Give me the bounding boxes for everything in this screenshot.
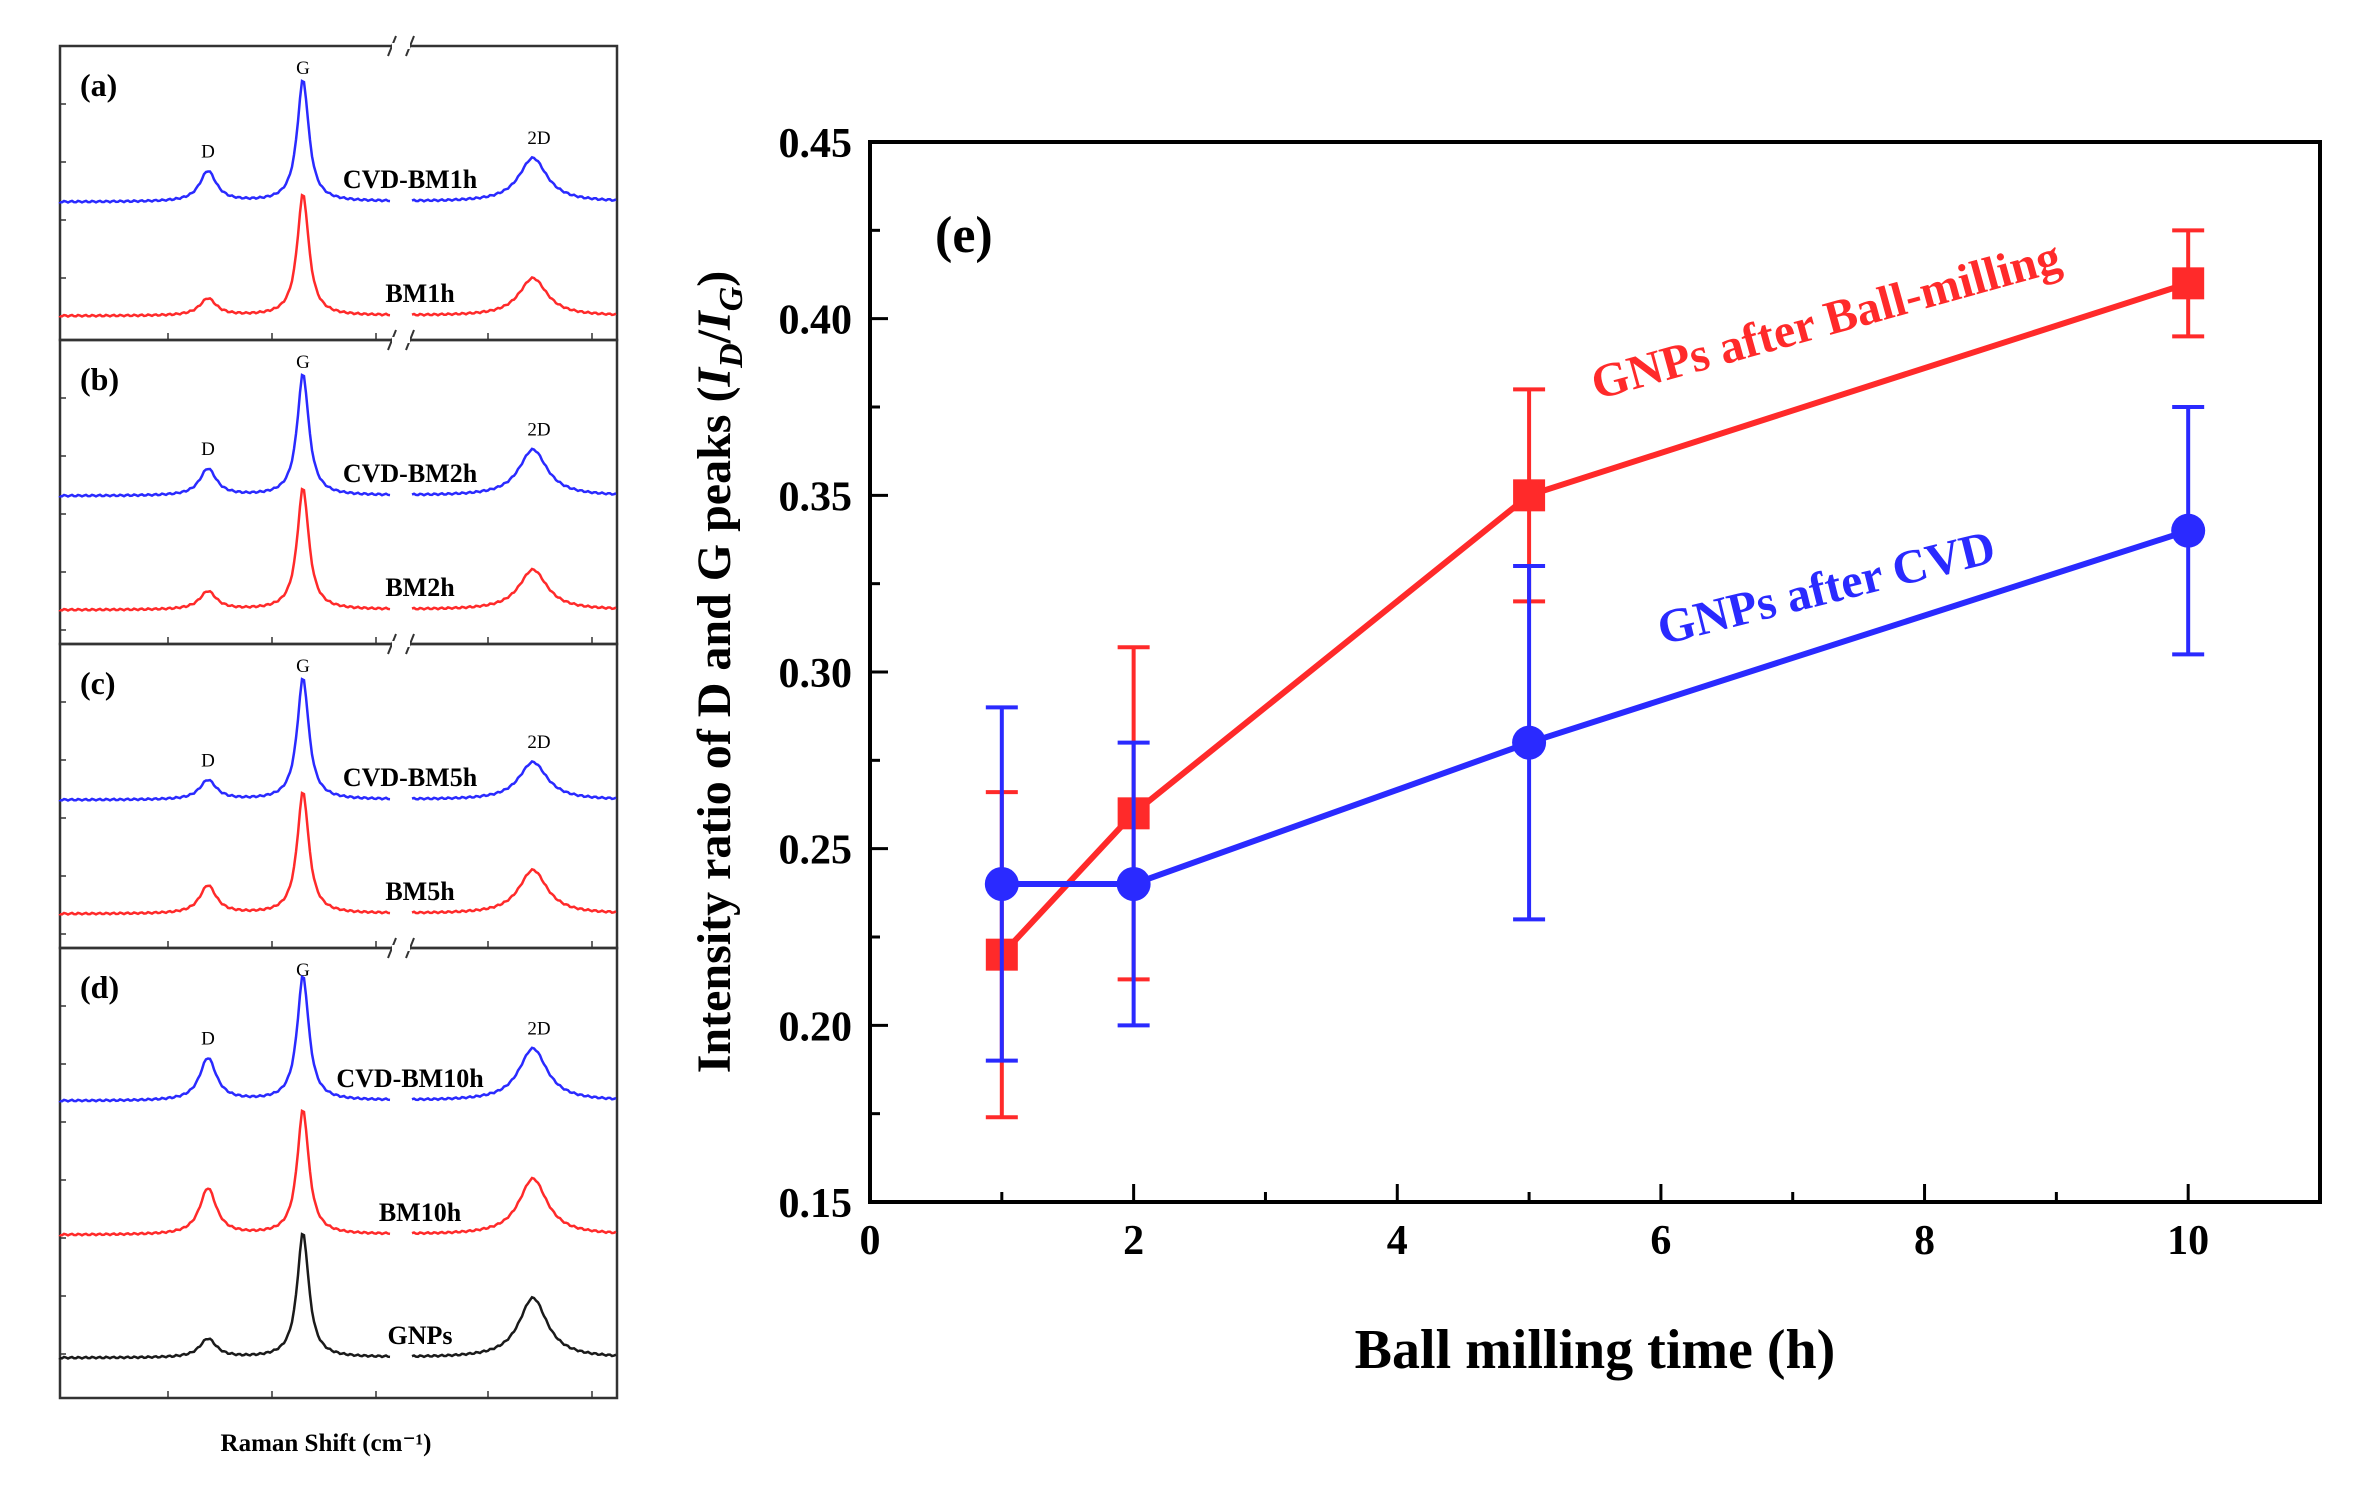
axis-break-gap <box>392 945 410 951</box>
y-tick-label: 0.15 <box>779 1181 853 1227</box>
spectrum-name-blue: CVD-BM2h <box>343 459 478 488</box>
data-point-circle <box>1512 725 1547 760</box>
y-axis-label-part: Intensity ratio of D and G peaks ( <box>688 387 741 1074</box>
x-tick-label: 4 <box>1387 1218 1408 1264</box>
raman-panel-label: (b) <box>80 361 119 397</box>
axis-break-gap <box>392 43 410 49</box>
spectrum-name-red: BM1h <box>385 279 455 308</box>
data-point-circle <box>1116 867 1151 901</box>
spectrum-line-black <box>58 1232 617 1360</box>
x-tick-label: 8 <box>1914 1218 1935 1264</box>
raman-panel-frame <box>58 946 619 1400</box>
peak-label-d: D <box>201 142 215 163</box>
y-tick-label: 0.25 <box>779 828 853 874</box>
y-axis-label: Intensity ratio of D and G peaks (ID/IG) <box>688 271 750 1074</box>
spectrum-name-red: BM5h <box>385 877 455 906</box>
spectrum-line-red <box>58 791 617 916</box>
data-point-circle <box>2171 513 2206 548</box>
x-tick-label: 0 <box>860 1218 881 1264</box>
y-axis-label-part: I <box>688 309 741 331</box>
data-point-square <box>2172 267 2205 300</box>
raman-panel: (c) G D 2D CVD-BM5h BM5h <box>58 633 619 950</box>
raman-panel-label: (a) <box>80 67 117 103</box>
raman-panel: (b) G D 2D CVD-BM2h BM2h <box>58 329 619 646</box>
series-cvd <box>984 405 2206 1063</box>
spectrum-name-blue: CVD-BM1h <box>343 165 478 194</box>
series-line <box>1001 527 2190 887</box>
x-tick-label: 6 <box>1650 1218 1671 1264</box>
y-axis-label-part: I <box>688 366 741 388</box>
data-point-circle <box>984 867 1019 901</box>
raman-xlabel: Raman Shift (cm⁻¹) <box>221 1430 432 1457</box>
y-tick-label: 0.35 <box>779 474 853 520</box>
data-point-square <box>1513 479 1546 512</box>
raman-panels: (a) G D 2D CVD-BM1h BM1h (b) G D 2D CVD-BM2h BM2h (c… <box>58 35 619 1400</box>
x-tick-label: 10 <box>2167 1218 2209 1264</box>
raman-panel: (d) G D 2D CVD-BM10h BM10h GNPs <box>58 937 619 1400</box>
y-tick-label: 0.20 <box>779 1004 853 1050</box>
y-axis-label-part: G <box>713 286 750 311</box>
series-annotation-cvd: GNPs after CVD <box>1652 520 2000 655</box>
spectrum-line-blue <box>58 974 617 1103</box>
peak-label-2d: 2D <box>527 128 550 149</box>
raman-panel: (a) G D 2D CVD-BM1h BM1h <box>58 35 619 342</box>
spectrum-line-red <box>58 193 617 319</box>
peak-label-g: G <box>296 352 310 373</box>
spectrum-name-red: BM2h <box>385 573 455 602</box>
y-tick-label: 0.45 <box>779 121 853 167</box>
peak-label-2d: 2D <box>527 732 550 753</box>
id-ig-chart: 0 2 4 6 8 10 0.15 0.20 0.25 0.30 0.35 0.40 0.45 Ball … <box>688 121 2322 1381</box>
plot-frame <box>868 140 2322 1204</box>
raman-panel-frame <box>58 44 619 342</box>
spectrum-line-blue <box>58 373 617 498</box>
peak-label-2d: 2D <box>527 1019 550 1040</box>
x-tick-label: 2 <box>1123 1218 1144 1264</box>
peak-label-d: D <box>201 1029 215 1050</box>
peak-label-g: G <box>296 58 310 79</box>
x-axis-label: Ball milling time (h) <box>1355 1319 1836 1381</box>
y-axis-label-part: D <box>713 343 750 369</box>
axis-break-gap <box>392 641 410 647</box>
spectrum-line-red <box>58 487 617 612</box>
spectrum-line-blue <box>58 79 617 204</box>
spectrum-name-black: GNPs <box>388 1321 453 1350</box>
peak-label-d: D <box>201 439 215 460</box>
peak-label-g: G <box>296 656 310 677</box>
raman-panel-label: (d) <box>80 969 119 1005</box>
y-tick-label: 0.30 <box>779 651 853 697</box>
spectrum-name-blue: CVD-BM5h <box>343 763 478 792</box>
peak-label-d: D <box>201 750 215 771</box>
raman-panel-label: (c) <box>80 665 116 701</box>
peak-label-2d: 2D <box>527 420 550 441</box>
spectrum-name-blue: CVD-BM10h <box>336 1064 484 1093</box>
spectrum-line-blue <box>58 677 617 802</box>
y-tick-label: 0.40 <box>779 298 853 344</box>
y-axis-label-part: ) <box>688 271 741 287</box>
peak-label-g: G <box>296 960 310 981</box>
y-axis-label-part: / <box>688 329 741 344</box>
spectrum-name-red: BM10h <box>379 1198 462 1227</box>
panel-label: (e) <box>935 207 993 264</box>
axis-break-gap <box>392 337 410 343</box>
series-annotation-ball-milling: GNPs after Ball-milling <box>1585 230 2066 411</box>
spectrum-line-red <box>58 1108 617 1237</box>
